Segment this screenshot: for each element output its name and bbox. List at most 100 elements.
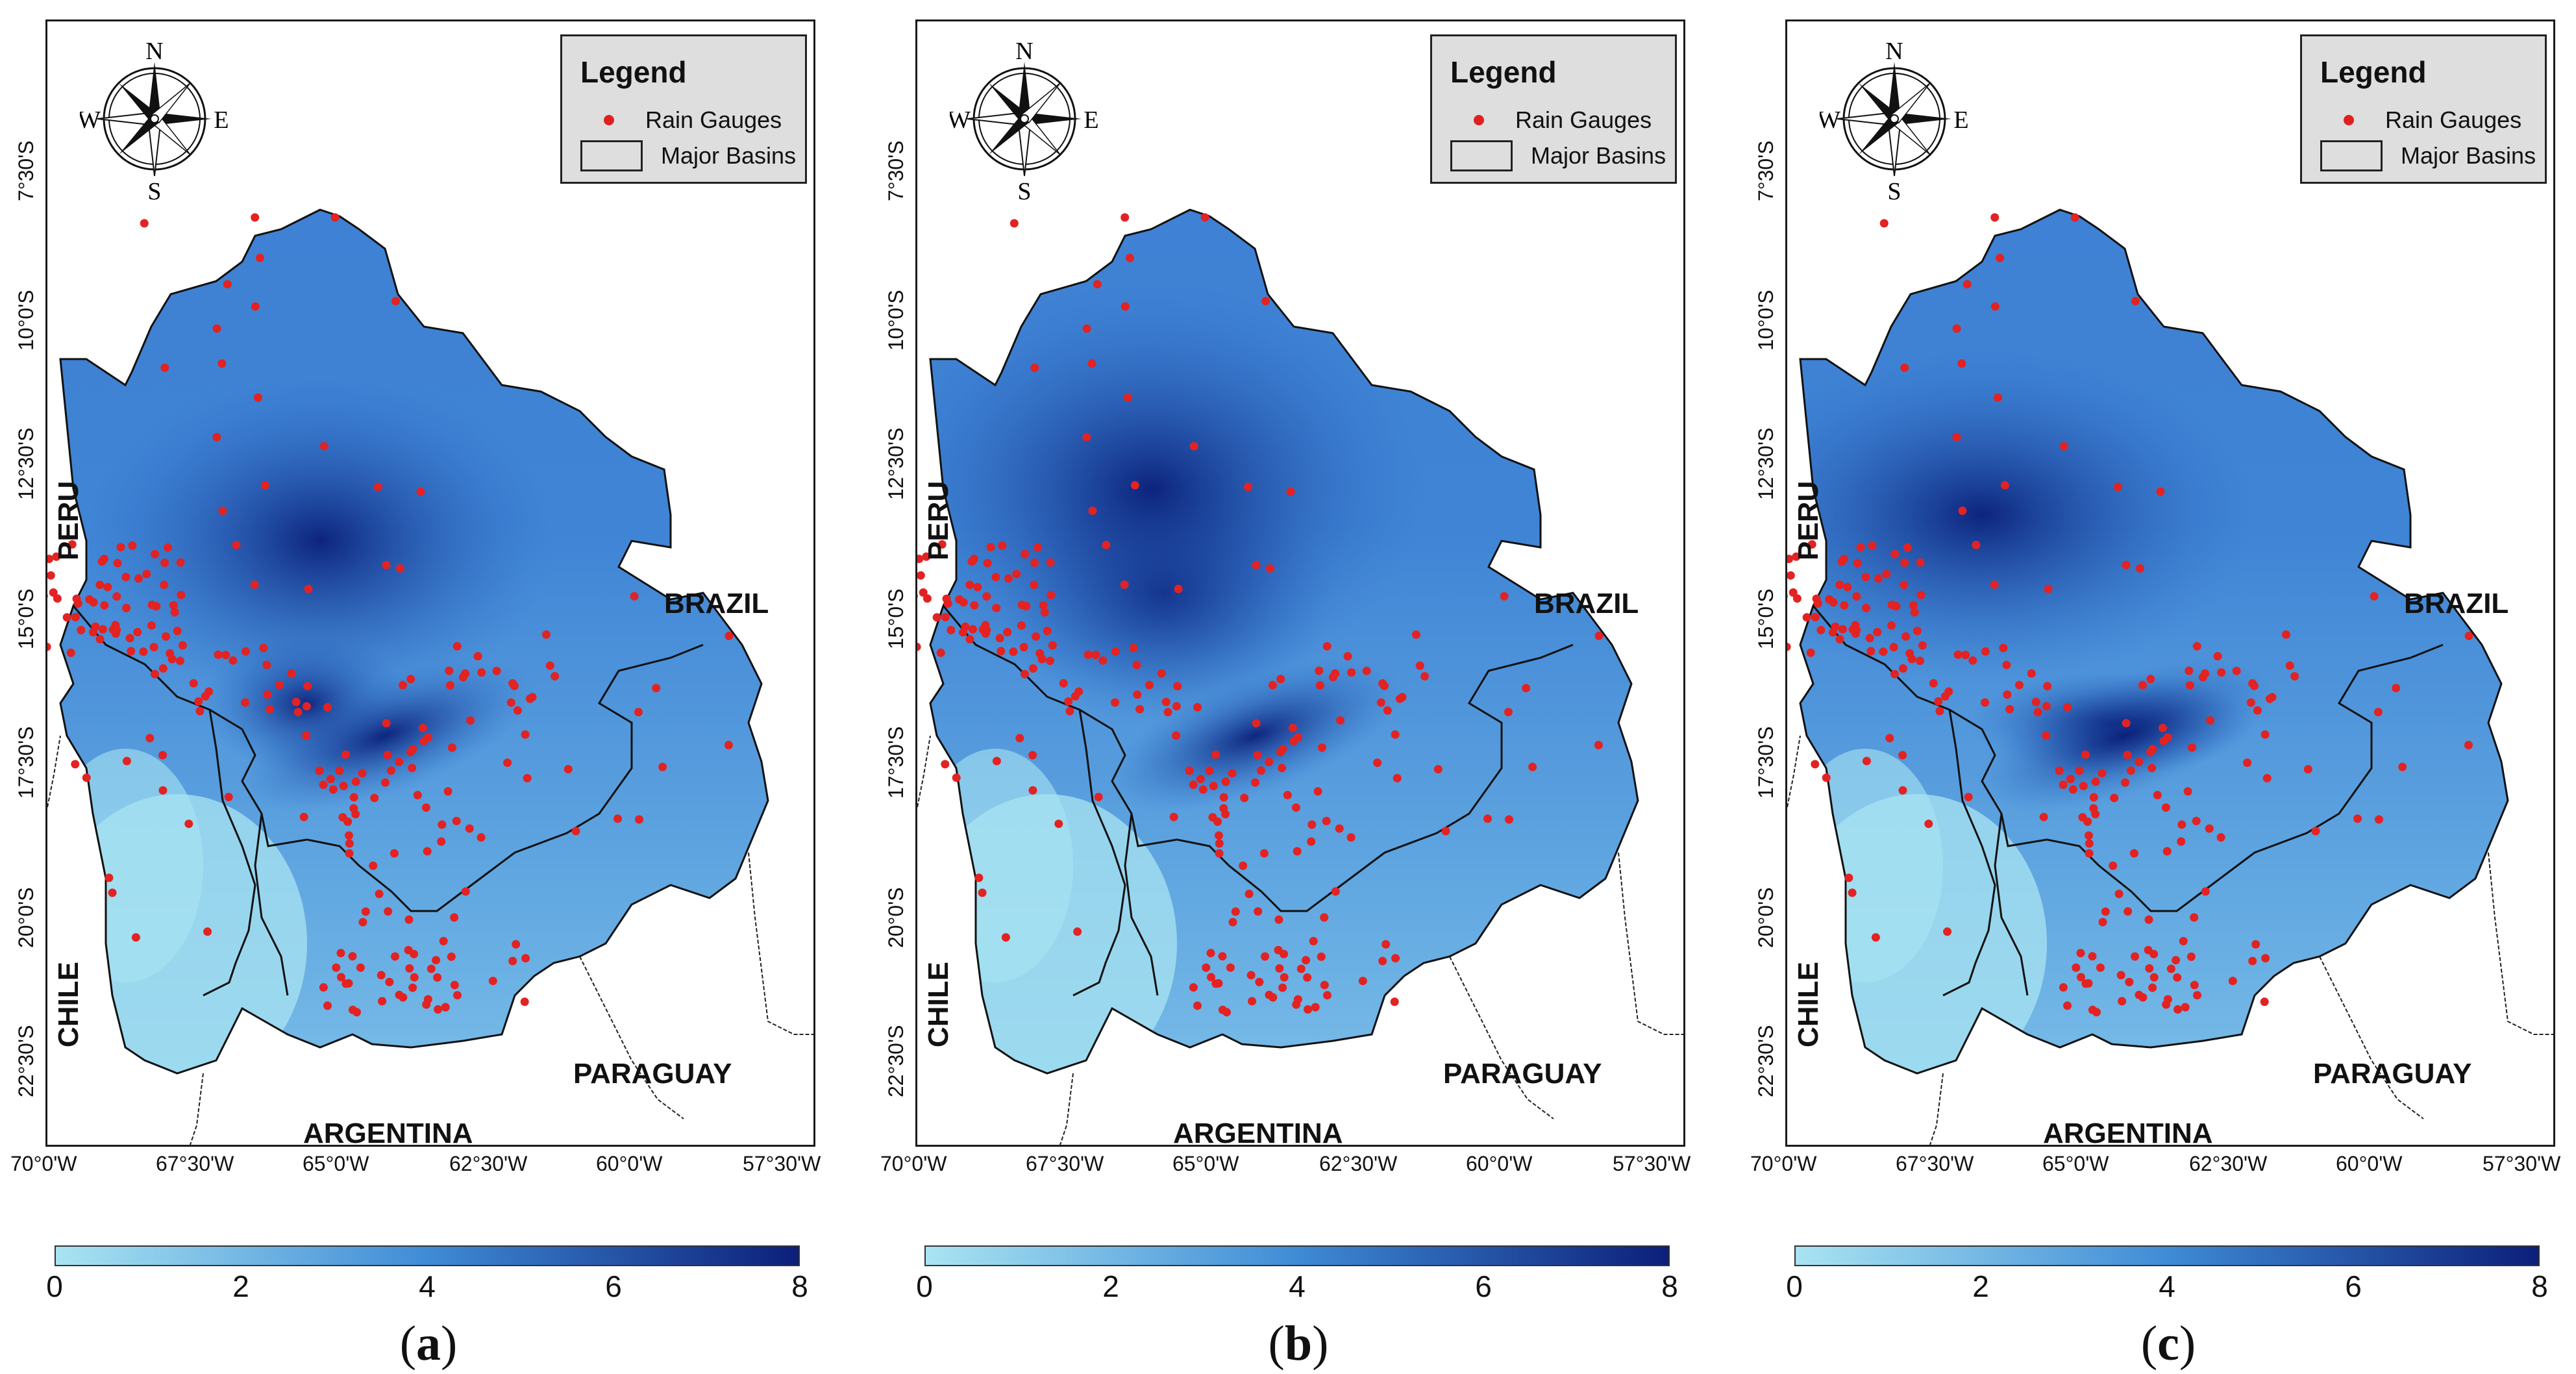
lon-tick-label: 65°0'W bbox=[303, 1152, 369, 1175]
rain-gauge-point bbox=[443, 787, 452, 796]
rain-gauge-point bbox=[99, 625, 107, 634]
rain-gauge-point bbox=[358, 918, 367, 927]
rain-gauge-point bbox=[2181, 1003, 2190, 1012]
rain-gauge-point bbox=[2121, 778, 2129, 787]
rain-gauge-point bbox=[251, 302, 260, 311]
rain-gauge-point bbox=[164, 543, 172, 552]
rain-gauge-point bbox=[978, 888, 987, 897]
rain-gauge-point bbox=[241, 698, 249, 707]
lon-tick-label: 62°30'W bbox=[1319, 1152, 1398, 1175]
rain-gauge-point bbox=[724, 631, 734, 640]
rain-gauge-point bbox=[1088, 506, 1097, 516]
lat-tick-label: 20°0'S bbox=[1754, 887, 1777, 948]
lat-tick-label: 22°30'S bbox=[14, 1025, 38, 1097]
lon-tick-label: 57°30'W bbox=[1613, 1152, 1691, 1175]
rain-gauge-point bbox=[1215, 831, 1223, 840]
rain-gauge-point bbox=[2193, 991, 2201, 1000]
rain-gauge-point bbox=[2138, 681, 2147, 690]
rain-gauge-point bbox=[1173, 682, 1182, 691]
rain-gauge-point bbox=[2146, 675, 2155, 684]
rain-gauge-point bbox=[177, 590, 186, 599]
rain-gauge-point bbox=[2262, 773, 2272, 782]
rain-gauge-point bbox=[1787, 642, 1791, 651]
rain-gauge-point bbox=[260, 481, 269, 490]
rain-gauge-point bbox=[259, 643, 268, 653]
rain-gauge-point bbox=[434, 1005, 443, 1014]
rain-gauge-point bbox=[1901, 632, 1911, 641]
rain-gauge-point bbox=[2190, 981, 2199, 990]
rain-gauge-point bbox=[2205, 824, 2214, 833]
rain-gauge-point bbox=[89, 598, 98, 607]
rain-gauge-point bbox=[2129, 849, 2138, 858]
rain-gauge-point bbox=[1873, 628, 1882, 636]
rain-gauge-point bbox=[385, 977, 394, 986]
rain-gauge-point bbox=[1211, 979, 1220, 988]
rain-gauge-point bbox=[917, 642, 921, 651]
rain-gauge-point bbox=[2059, 442, 2068, 451]
rain-gauge-point bbox=[1307, 837, 1316, 846]
rain-gauge-point bbox=[513, 706, 522, 715]
rain-gauge-point bbox=[319, 781, 328, 789]
basin-swatch-icon bbox=[2320, 140, 2383, 171]
rain-gauge-point bbox=[958, 628, 967, 637]
rain-gauge-point bbox=[176, 656, 184, 666]
rain-gauge-point bbox=[410, 973, 419, 982]
rain-gauge-point bbox=[303, 682, 312, 691]
rain-gauge-point bbox=[1835, 581, 1844, 590]
rain-gauge-point bbox=[122, 756, 131, 766]
rain-gauge-point bbox=[1193, 703, 1202, 712]
lat-tick-label: 10°0'S bbox=[884, 290, 908, 351]
rain-gauge-point bbox=[134, 574, 143, 583]
rain-gauge-point bbox=[88, 628, 97, 637]
legend-gauges: Rain Gauges bbox=[2320, 106, 2521, 134]
rain-gauge-point bbox=[1046, 590, 1056, 599]
rain-gauge-point bbox=[917, 593, 918, 599]
rain-gauge-point bbox=[1381, 940, 1391, 949]
rain-gauge-point bbox=[1865, 634, 1874, 643]
basin-boundary-north bbox=[72, 605, 704, 912]
rain-gauge-point bbox=[445, 681, 454, 690]
rain-gauge-point bbox=[2183, 787, 2192, 796]
rain-gauge-point bbox=[2110, 793, 2119, 803]
rain-gauge-point bbox=[345, 831, 353, 840]
rain-gauge-point bbox=[1322, 816, 1331, 825]
rain-gauge-point bbox=[2068, 785, 2077, 794]
rain-gauge-point bbox=[1126, 253, 1134, 262]
rain-gauge-point bbox=[229, 656, 238, 665]
rain-gauge-point bbox=[2063, 1001, 2072, 1010]
rain-gauge-point bbox=[2187, 743, 2196, 752]
rain-gauge-point bbox=[923, 594, 932, 603]
label-paraguay: PARAGUAY bbox=[2313, 1058, 2472, 1090]
rain-gauge-point bbox=[1286, 487, 1295, 496]
rain-gauge-point bbox=[952, 773, 961, 782]
rain-gauge-point bbox=[477, 833, 486, 842]
rain-gauge-point bbox=[2303, 765, 2312, 774]
rain-gauge-point bbox=[1829, 598, 1838, 607]
colorbar-tick-label: 8 bbox=[791, 1269, 808, 1303]
rain-gauge-point bbox=[1787, 571, 1795, 580]
compass-e: E bbox=[214, 106, 229, 134]
rain-gauge-point bbox=[1021, 669, 1029, 679]
rain-gauge-point bbox=[1003, 628, 1012, 636]
colorbar bbox=[924, 1245, 1670, 1266]
rain-gauge-point bbox=[2373, 708, 2383, 717]
rain-gauge-point bbox=[370, 793, 379, 803]
rain-gauge-point bbox=[465, 824, 474, 833]
rain-gauge-point bbox=[441, 1003, 450, 1012]
rain-gauge-point bbox=[1004, 574, 1013, 583]
rain-gauge-point bbox=[1275, 964, 1284, 973]
rain-gauge-point bbox=[512, 940, 521, 949]
lon-tick-label: 65°0'W bbox=[2042, 1152, 2109, 1175]
rain-gauge-point bbox=[1193, 1001, 1202, 1010]
rain-gauge-point bbox=[1961, 651, 1970, 660]
lat-tick-label: 12°30'S bbox=[1754, 427, 1777, 500]
rain-gauge-point bbox=[337, 973, 345, 982]
rain-gauge-point bbox=[2079, 781, 2088, 790]
rain-gauge-point bbox=[1789, 588, 1798, 597]
rain-gauge-point bbox=[1347, 668, 1356, 677]
lon-tick-label: 60°0'W bbox=[1466, 1152, 1533, 1175]
legend-title: Legend bbox=[580, 55, 687, 89]
rain-gauge-point bbox=[1037, 655, 1046, 664]
rain-gauge-point bbox=[2282, 630, 2290, 639]
rain-gauge-point bbox=[2290, 672, 2299, 681]
